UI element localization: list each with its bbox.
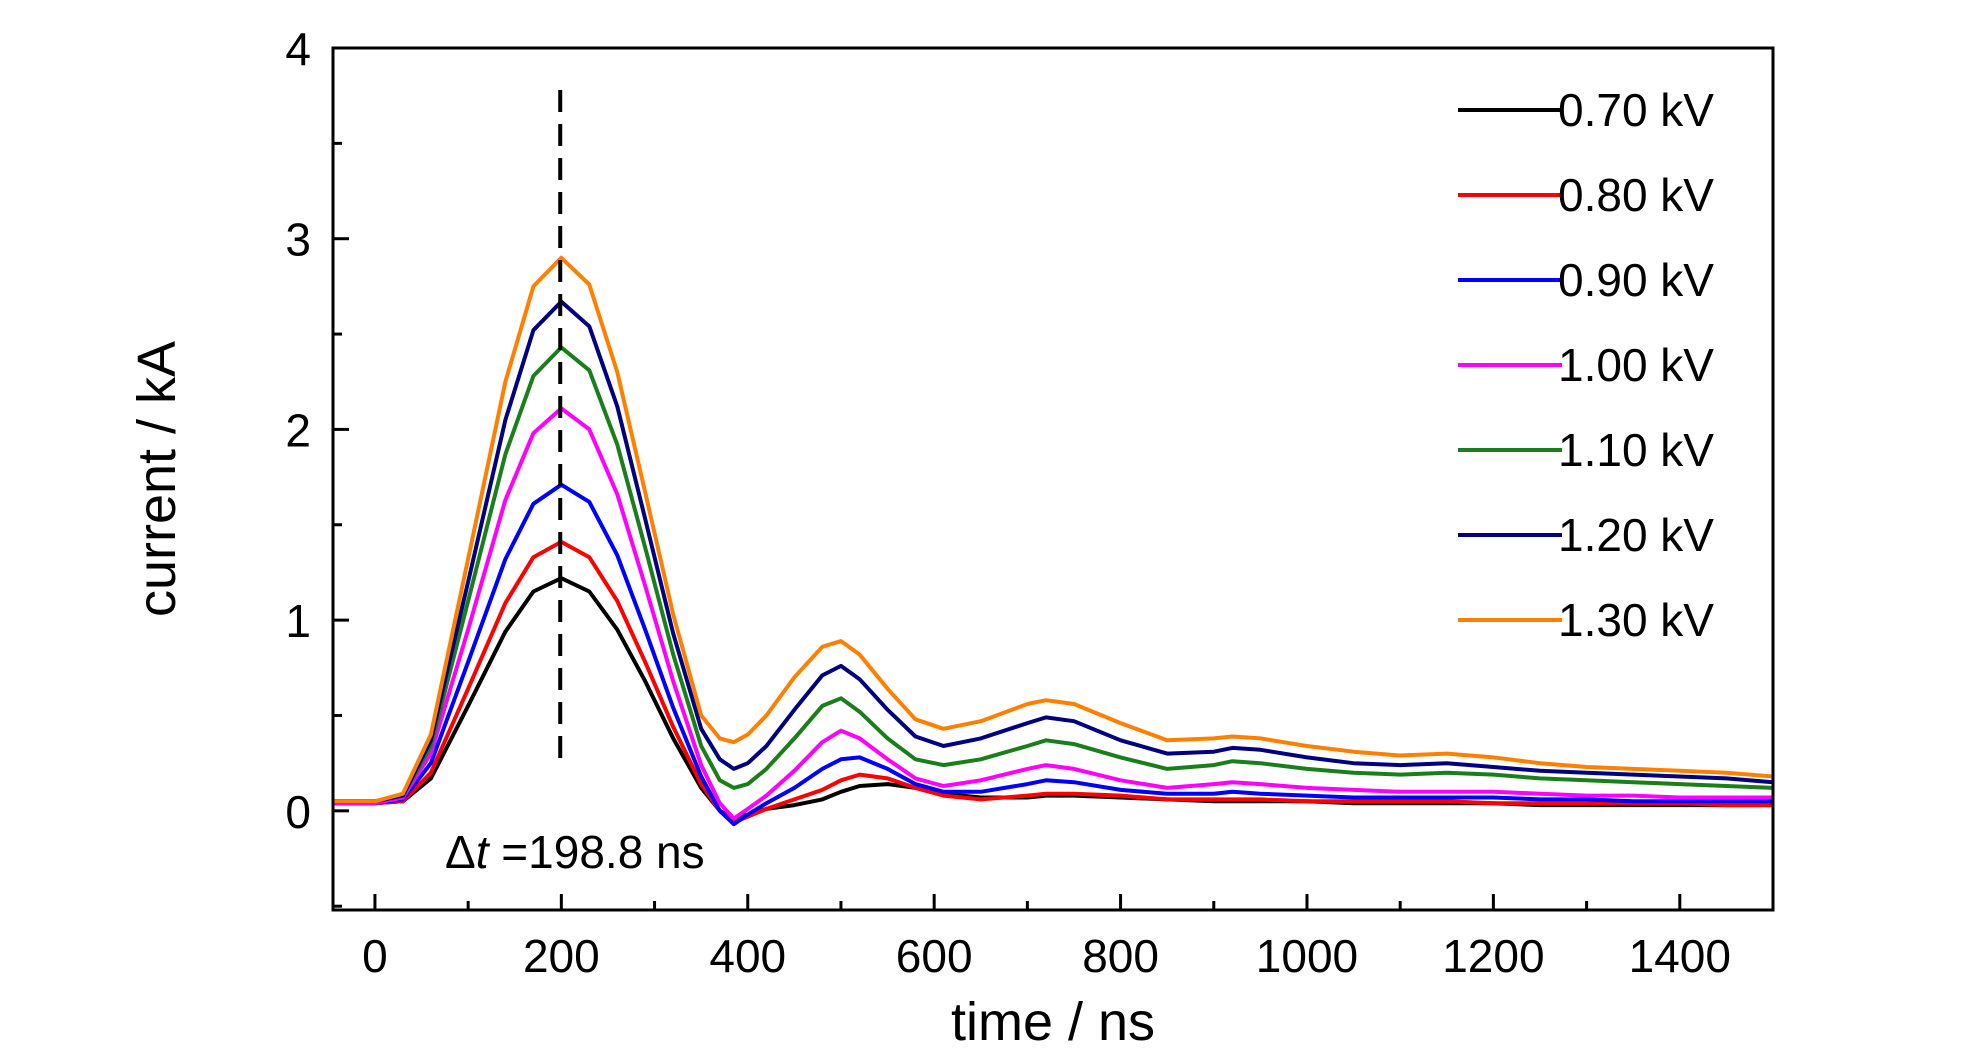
plot-frame: [331, 46, 1775, 912]
x-tick-label: 400: [709, 930, 786, 982]
y-tick-label: 3: [285, 214, 311, 266]
x-tick-label: 600: [896, 930, 973, 982]
frame-rect: [331, 46, 1775, 912]
delta-variable: t: [476, 826, 491, 878]
series-line-1: [333, 539, 1773, 825]
legend-label: 1.10 kV: [1558, 424, 1714, 476]
y-tick-label: 2: [285, 404, 311, 456]
y-axis-title: current / kA: [127, 341, 187, 617]
delta-symbol: Δ: [445, 826, 476, 878]
series-line-5: [333, 299, 1773, 804]
y-tick-label: 1: [285, 595, 311, 647]
x-tick-label: 1000: [1256, 930, 1358, 982]
x-tick-label: 800: [1082, 930, 1159, 982]
legend-label: 1.30 kV: [1558, 594, 1714, 646]
series-line-2: [333, 482, 1773, 827]
x-tick-label: 0: [362, 930, 388, 982]
x-axis-ticks: 0 200 400 600 800 1000 1200 1400: [362, 894, 1731, 982]
series-line-6: [333, 255, 1773, 804]
series-line-4: [333, 345, 1773, 804]
x-tick-label: 1400: [1629, 930, 1731, 982]
series-line-3: [333, 406, 1773, 821]
legend-label: 0.70 kV: [1558, 84, 1714, 136]
series-curves: [333, 255, 1773, 827]
legend-label: 1.20 kV: [1558, 509, 1714, 561]
legend-label: 0.90 kV: [1558, 254, 1714, 306]
legend-label: 1.00 kV: [1558, 339, 1714, 391]
y-tick-label: 4: [285, 23, 311, 75]
x-tick-label: 1200: [1442, 930, 1544, 982]
legend-label: 0.80 kV: [1558, 169, 1714, 221]
delta-t-annotation: Δt =198.8 ns: [445, 826, 705, 878]
x-axis-title: time / ns: [951, 992, 1155, 1052]
x-tick-label: 200: [523, 930, 600, 982]
legend: 0.70 kV 0.80 kV 0.90 kV 1.00 kV 1.10 kV 1.20 …: [1458, 84, 1714, 646]
y-tick-label: 0: [285, 786, 311, 838]
delta-value: =198.8 ns: [489, 826, 705, 878]
y-axis-ticks: 0 1 2 3 4: [285, 23, 349, 908]
